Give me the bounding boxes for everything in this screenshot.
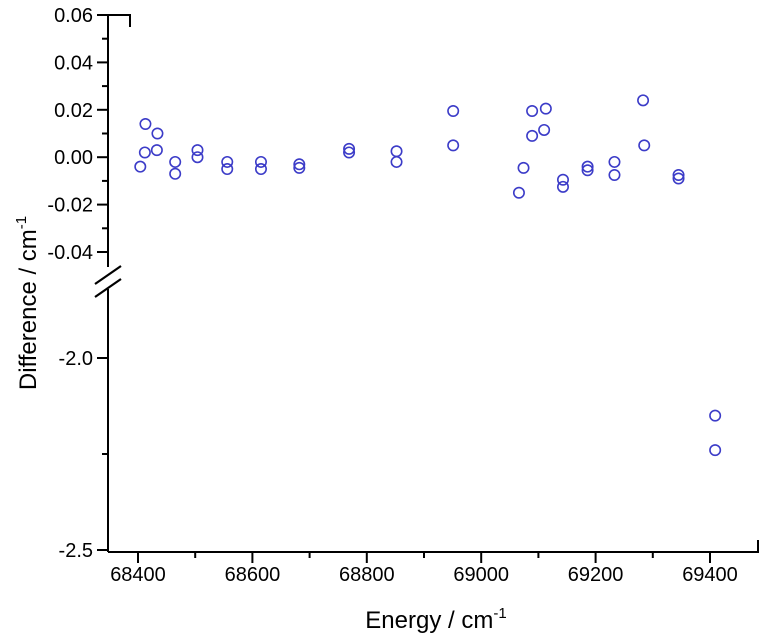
data-point	[343, 142, 356, 155]
y-tick-label: -2.5	[59, 540, 93, 562]
data-point-outlier	[709, 409, 722, 422]
y-tick-label: 0.02	[54, 100, 93, 122]
x-tick-label: 68800	[339, 564, 395, 586]
data-point	[608, 168, 621, 181]
data-point	[390, 155, 403, 168]
data-point	[539, 102, 552, 115]
data-point	[221, 163, 234, 176]
axis-break-icon	[94, 265, 122, 298]
data-point	[343, 146, 356, 159]
data-point	[556, 180, 569, 193]
data-point	[293, 158, 306, 171]
data-point	[169, 167, 182, 180]
data-point	[447, 139, 460, 152]
data-point	[638, 139, 651, 152]
data-point	[526, 104, 539, 117]
y-tick-label: 0.00	[54, 147, 93, 169]
data-point	[221, 155, 234, 168]
data-point	[191, 144, 204, 157]
data-point	[150, 144, 163, 157]
x-axis-title: Energy / cm-1	[365, 605, 506, 634]
data-point	[637, 94, 650, 107]
data-point	[390, 145, 403, 158]
data-point	[169, 155, 182, 168]
y-tick-label: -0.02	[47, 195, 93, 217]
data-point	[293, 161, 306, 174]
x-tick-label: 69000	[453, 564, 509, 586]
data-point	[672, 172, 685, 185]
data-point	[517, 161, 530, 174]
data-point	[672, 168, 685, 181]
y-tick-label: -0.04	[47, 242, 93, 264]
data-point	[254, 155, 267, 168]
data-point	[254, 163, 267, 176]
data-point	[134, 160, 147, 173]
y-tick-label: 0.04	[54, 52, 93, 74]
data-point	[581, 164, 594, 177]
data-point	[538, 123, 551, 136]
y-tick-label: 0.06	[54, 5, 93, 27]
data-point	[151, 127, 164, 140]
data-point	[608, 155, 621, 168]
data-point	[581, 160, 594, 173]
data-point-outlier	[709, 444, 722, 457]
x-tick-label: 69200	[568, 564, 624, 586]
data-point	[447, 104, 460, 117]
y-tick-label: -2.0	[59, 348, 93, 370]
x-tick-label: 68600	[225, 564, 281, 586]
x-tick-label: 68400	[110, 564, 166, 586]
axis-spines	[107, 14, 759, 553]
data-point	[526, 129, 539, 142]
x-tick-label: 69400	[682, 564, 738, 586]
y-axis-title: Difference / cm-1	[13, 216, 42, 390]
data-point	[556, 173, 569, 186]
data-point	[512, 186, 525, 199]
data-point	[139, 118, 152, 131]
data-point	[138, 146, 151, 159]
data-point	[191, 151, 204, 164]
